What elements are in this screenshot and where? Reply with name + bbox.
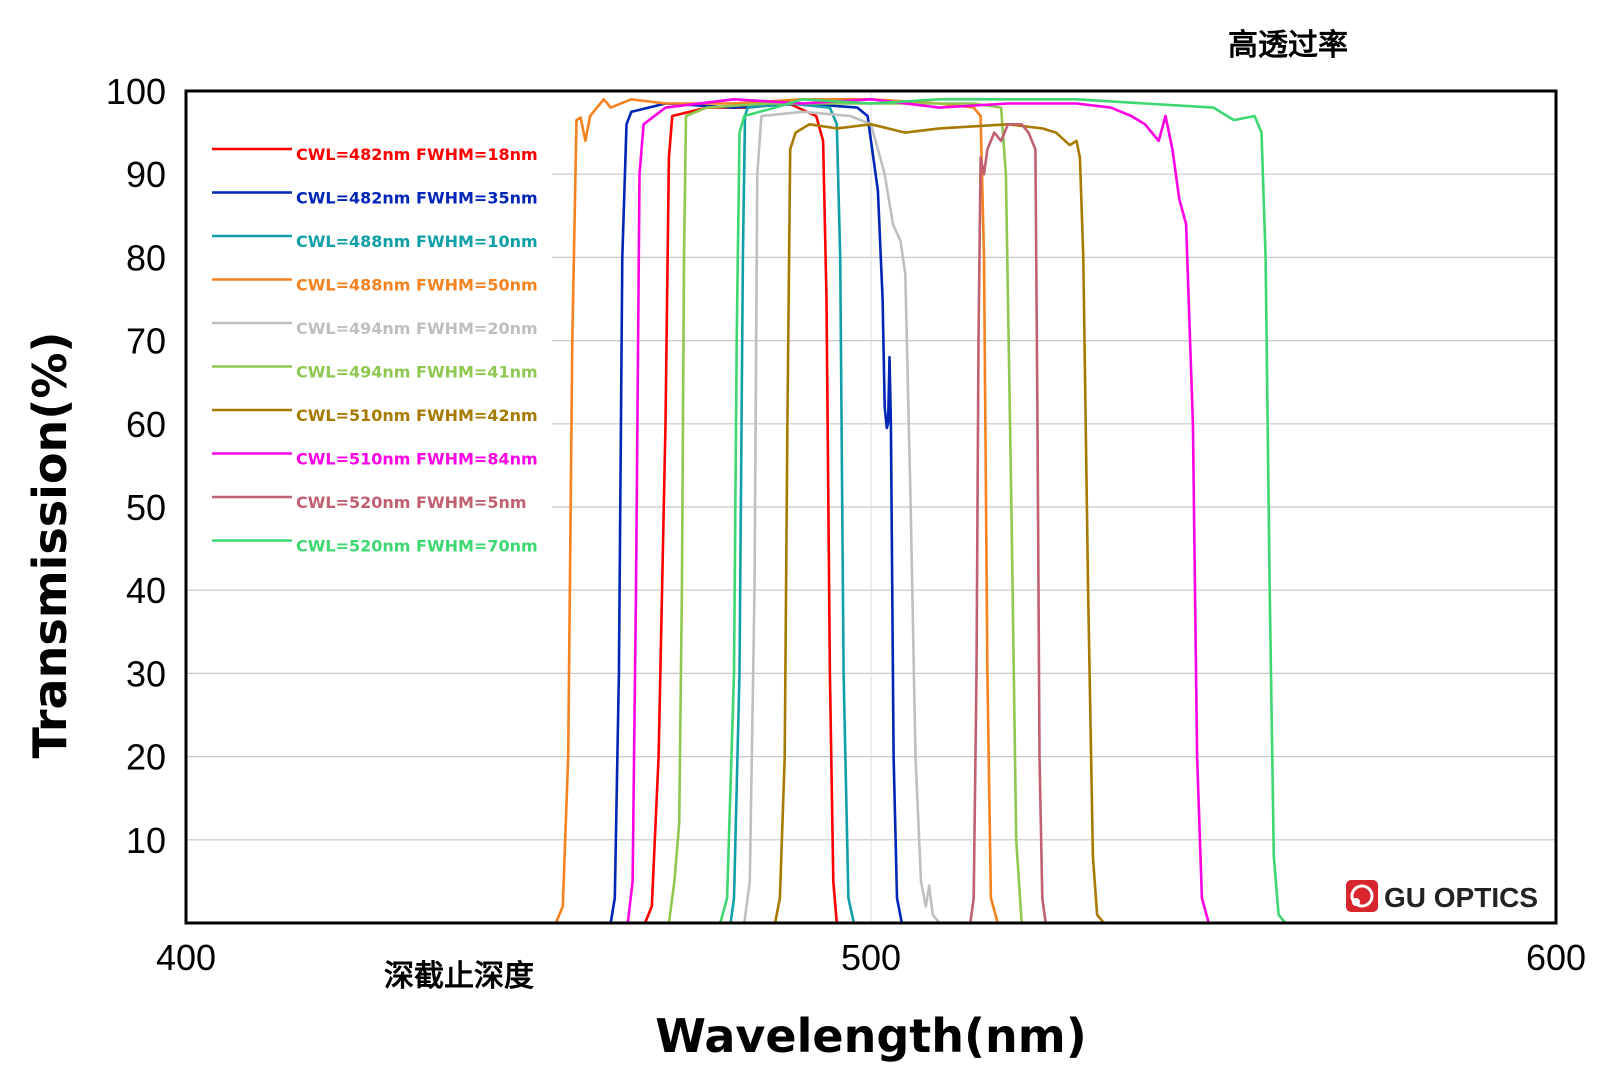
series-line-10 (186, 98, 1556, 925)
y-tick-label-40: 40 (126, 570, 166, 611)
y-tick-label-60: 60 (126, 404, 166, 445)
legend-label-7: CWL=510nm FWHM=42nm (296, 406, 538, 425)
x-tick-labels: 400 500 600 (156, 937, 1586, 978)
y-tick-label-100: 100 (106, 71, 166, 112)
logo-icon-dot (1352, 898, 1360, 906)
legend-label-9: CWL=520nm FWHM=5nm (296, 493, 527, 512)
x-tick-label-600: 600 (1526, 937, 1586, 978)
series-line-2 (186, 102, 1556, 925)
gridlines (186, 91, 1556, 923)
plot-lines (186, 98, 1556, 925)
legend-label-3: CWL=488nm FWHM=10nm (296, 232, 538, 251)
y-tick-labels: 10 20 30 40 50 60 70 80 90 100 (106, 71, 166, 861)
legend-label-6: CWL=494nm FWHM=41nm (296, 363, 538, 382)
logo-icon-ring (1350, 884, 1374, 908)
x-tick-label-400: 400 (156, 937, 216, 978)
y-tick-label-10: 10 (126, 820, 166, 861)
logo-text: GU OPTICS (1384, 882, 1538, 913)
x-tick-label-500: 500 (841, 937, 901, 978)
y-tick-label-30: 30 (126, 653, 166, 694)
legend-label-2: CWL=482nm FWHM=35nm (296, 189, 538, 208)
series-line-5 (186, 110, 1556, 925)
series-line-6 (186, 102, 1556, 925)
brand-logo: GU OPTICS (1346, 880, 1538, 913)
series-line-8 (186, 98, 1556, 925)
y-tick-label-20: 20 (126, 737, 166, 778)
y-tick-label-90: 90 (126, 154, 166, 195)
deep-blocking-annotation: 深截止深度 (384, 959, 534, 994)
y-axis-title: Transmission(%) (23, 332, 77, 759)
series-line-9 (186, 123, 1556, 925)
x-axis-title: Wavelength(nm) (655, 1009, 1086, 1063)
legend-label-8: CWL=510nm FWHM=84nm (296, 450, 538, 469)
series-line-7 (186, 123, 1556, 925)
high-transmission-annotation: 高透过率 (1228, 28, 1348, 63)
y-tick-label-80: 80 (126, 237, 166, 278)
y-tick-label-70: 70 (126, 321, 166, 362)
y-tick-label-50: 50 (126, 487, 166, 528)
legend: CWL=482nm FWHM=18nm CWL=482nm FWHM=35nm CW… (200, 130, 545, 570)
legend-label-1: CWL=482nm FWHM=18nm (296, 145, 538, 164)
series-line-4 (186, 98, 1556, 925)
legend-label-4: CWL=488nm FWHM=50nm (296, 276, 538, 295)
legend-label-10: CWL=520nm FWHM=70nm (296, 537, 538, 556)
legend-label-5: CWL=494nm FWHM=20nm (296, 319, 538, 338)
plot-frame (184, 89, 1558, 925)
